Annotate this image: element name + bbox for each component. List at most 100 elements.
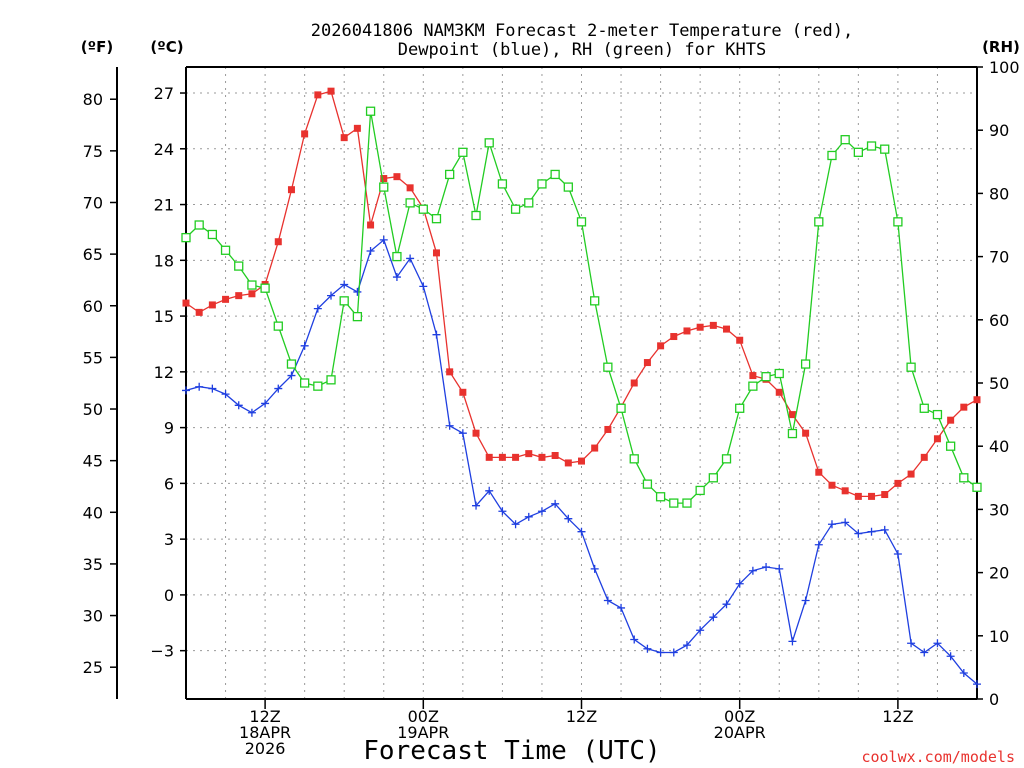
dewpoint-point [327, 291, 336, 300]
rh-point [827, 150, 837, 161]
rh-point [550, 169, 560, 180]
fahrenheit-tick-label: 60 [83, 297, 103, 316]
x-tick-label: 12Z [249, 707, 280, 726]
x-tick-label: 00Z [408, 707, 439, 726]
celsius-tick-label: 6 [164, 474, 174, 493]
temperature-point [802, 429, 810, 437]
rh-point [313, 381, 323, 391]
rh-point [840, 135, 850, 145]
rh-point [339, 296, 349, 306]
rh-point [379, 182, 389, 192]
temperature-point [868, 492, 876, 500]
temperature-point [960, 403, 968, 411]
temperature-point [788, 411, 796, 419]
fahrenheit-tick-label: 50 [83, 400, 103, 419]
rh-point [537, 179, 547, 189]
rh-point [471, 210, 481, 221]
temperature-point [947, 416, 955, 424]
temperature-point [630, 379, 638, 387]
dewpoint-point [379, 235, 388, 244]
dewpoint-point [827, 520, 836, 529]
rh-point [603, 362, 613, 372]
x-tick-label: 18APR [239, 723, 291, 742]
dewpoint-point [208, 384, 217, 393]
x-axis-label: Forecast Time (UTC) [363, 736, 660, 766]
temperature-point [709, 321, 717, 329]
dewpoint-point [577, 527, 586, 536]
temperature-point [933, 435, 941, 443]
temperature-point [498, 453, 506, 461]
temperature-point [367, 221, 375, 229]
dewpoint-point [854, 529, 863, 538]
fahrenheit-tick-label: 75 [83, 142, 103, 161]
rh-tick-label: 20 [989, 564, 1009, 583]
temperature-point [208, 301, 216, 309]
rh-point [906, 362, 916, 372]
rh-point [510, 204, 521, 214]
temperature-point [393, 173, 401, 181]
temperature-point [525, 450, 533, 458]
rh-point [629, 454, 639, 464]
temperature-point [841, 487, 849, 495]
dewpoint-point [406, 254, 415, 263]
celsius-tick-label: 27 [154, 84, 174, 103]
dewpoint-point [959, 668, 968, 677]
temperature-point [406, 184, 414, 192]
temperature-point [723, 325, 731, 333]
dewpoint-point [287, 371, 296, 380]
rh-point [576, 217, 587, 227]
temperature-point [591, 444, 599, 452]
dewpoint-point [419, 282, 428, 291]
dewpoint-point [880, 525, 889, 534]
dewpoint-point [524, 512, 533, 521]
celsius-tick-label: 12 [154, 363, 174, 382]
temperature-point [287, 186, 295, 194]
dewpoint-point [498, 507, 507, 516]
temperature-point [973, 396, 981, 404]
dewpoint-point [696, 626, 705, 635]
temperature-point [446, 368, 454, 376]
celsius-tick-label: 24 [154, 140, 174, 159]
rh-point [405, 198, 415, 208]
dewpoint-point [946, 652, 955, 661]
temperature-point [894, 479, 902, 487]
dewpoint-point [313, 304, 322, 313]
rh-point [497, 179, 508, 189]
rh-point [669, 498, 679, 508]
chart-title: 2026041806 NAM3KM Forecast 2-meter Tempe… [311, 21, 853, 60]
rh-point [431, 214, 442, 224]
temperature-point [314, 91, 322, 99]
temperature-point [459, 388, 467, 396]
rh-point [181, 232, 191, 243]
temperature-point [222, 295, 230, 303]
rh-tick-label: 100 [989, 58, 1020, 77]
rh-point [932, 409, 943, 420]
rh-point [945, 441, 956, 451]
rh-point [590, 296, 600, 306]
rh-point [234, 261, 244, 271]
temperature-point [828, 481, 836, 489]
temperature-point [578, 457, 585, 465]
rh-point [655, 492, 666, 502]
temperature-point [432, 249, 440, 257]
dewpoint-point [274, 384, 283, 393]
temperature-point [907, 470, 915, 478]
temperature-point [195, 308, 203, 316]
temperature-point [327, 87, 335, 95]
dewpoint-point [920, 648, 929, 657]
celsius-tick-label: 9 [164, 419, 174, 438]
rh-point [866, 141, 877, 151]
fahrenheit-unit-label: (ºF) [81, 38, 113, 56]
chart-title-line-1: 2026041806 NAM3KM Forecast 2-meter Tempe… [311, 21, 853, 41]
celsius-tick-label: 21 [154, 196, 174, 215]
temperature-point [604, 425, 612, 433]
rh-point [642, 479, 653, 489]
temperature-point [564, 459, 572, 467]
x-tick-label: 19APR [397, 723, 449, 742]
rh-point [682, 498, 692, 508]
rh-tick-label: 90 [989, 121, 1009, 140]
dewpoint-point [762, 563, 771, 572]
rh-point [616, 403, 626, 413]
dewpoint-point [366, 247, 375, 256]
dewpoint-point [182, 386, 190, 395]
